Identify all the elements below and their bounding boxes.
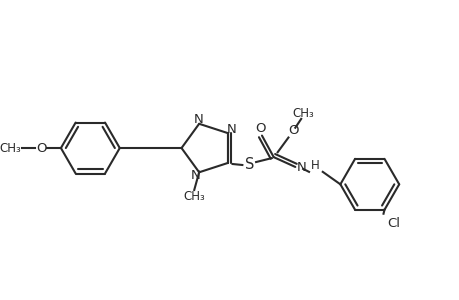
Text: N: N	[226, 123, 236, 136]
Text: N: N	[296, 161, 305, 174]
Text: CH₃: CH₃	[183, 190, 205, 203]
Text: CH₃: CH₃	[291, 106, 313, 119]
Text: Cl: Cl	[386, 217, 399, 230]
Text: O: O	[287, 124, 298, 137]
Text: CH₃: CH₃	[0, 142, 21, 154]
Text: N: N	[193, 113, 202, 126]
Text: O: O	[36, 142, 46, 154]
Text: N: N	[190, 169, 200, 182]
Text: O: O	[255, 122, 266, 135]
Text: S: S	[244, 158, 253, 172]
Text: H: H	[310, 160, 319, 172]
